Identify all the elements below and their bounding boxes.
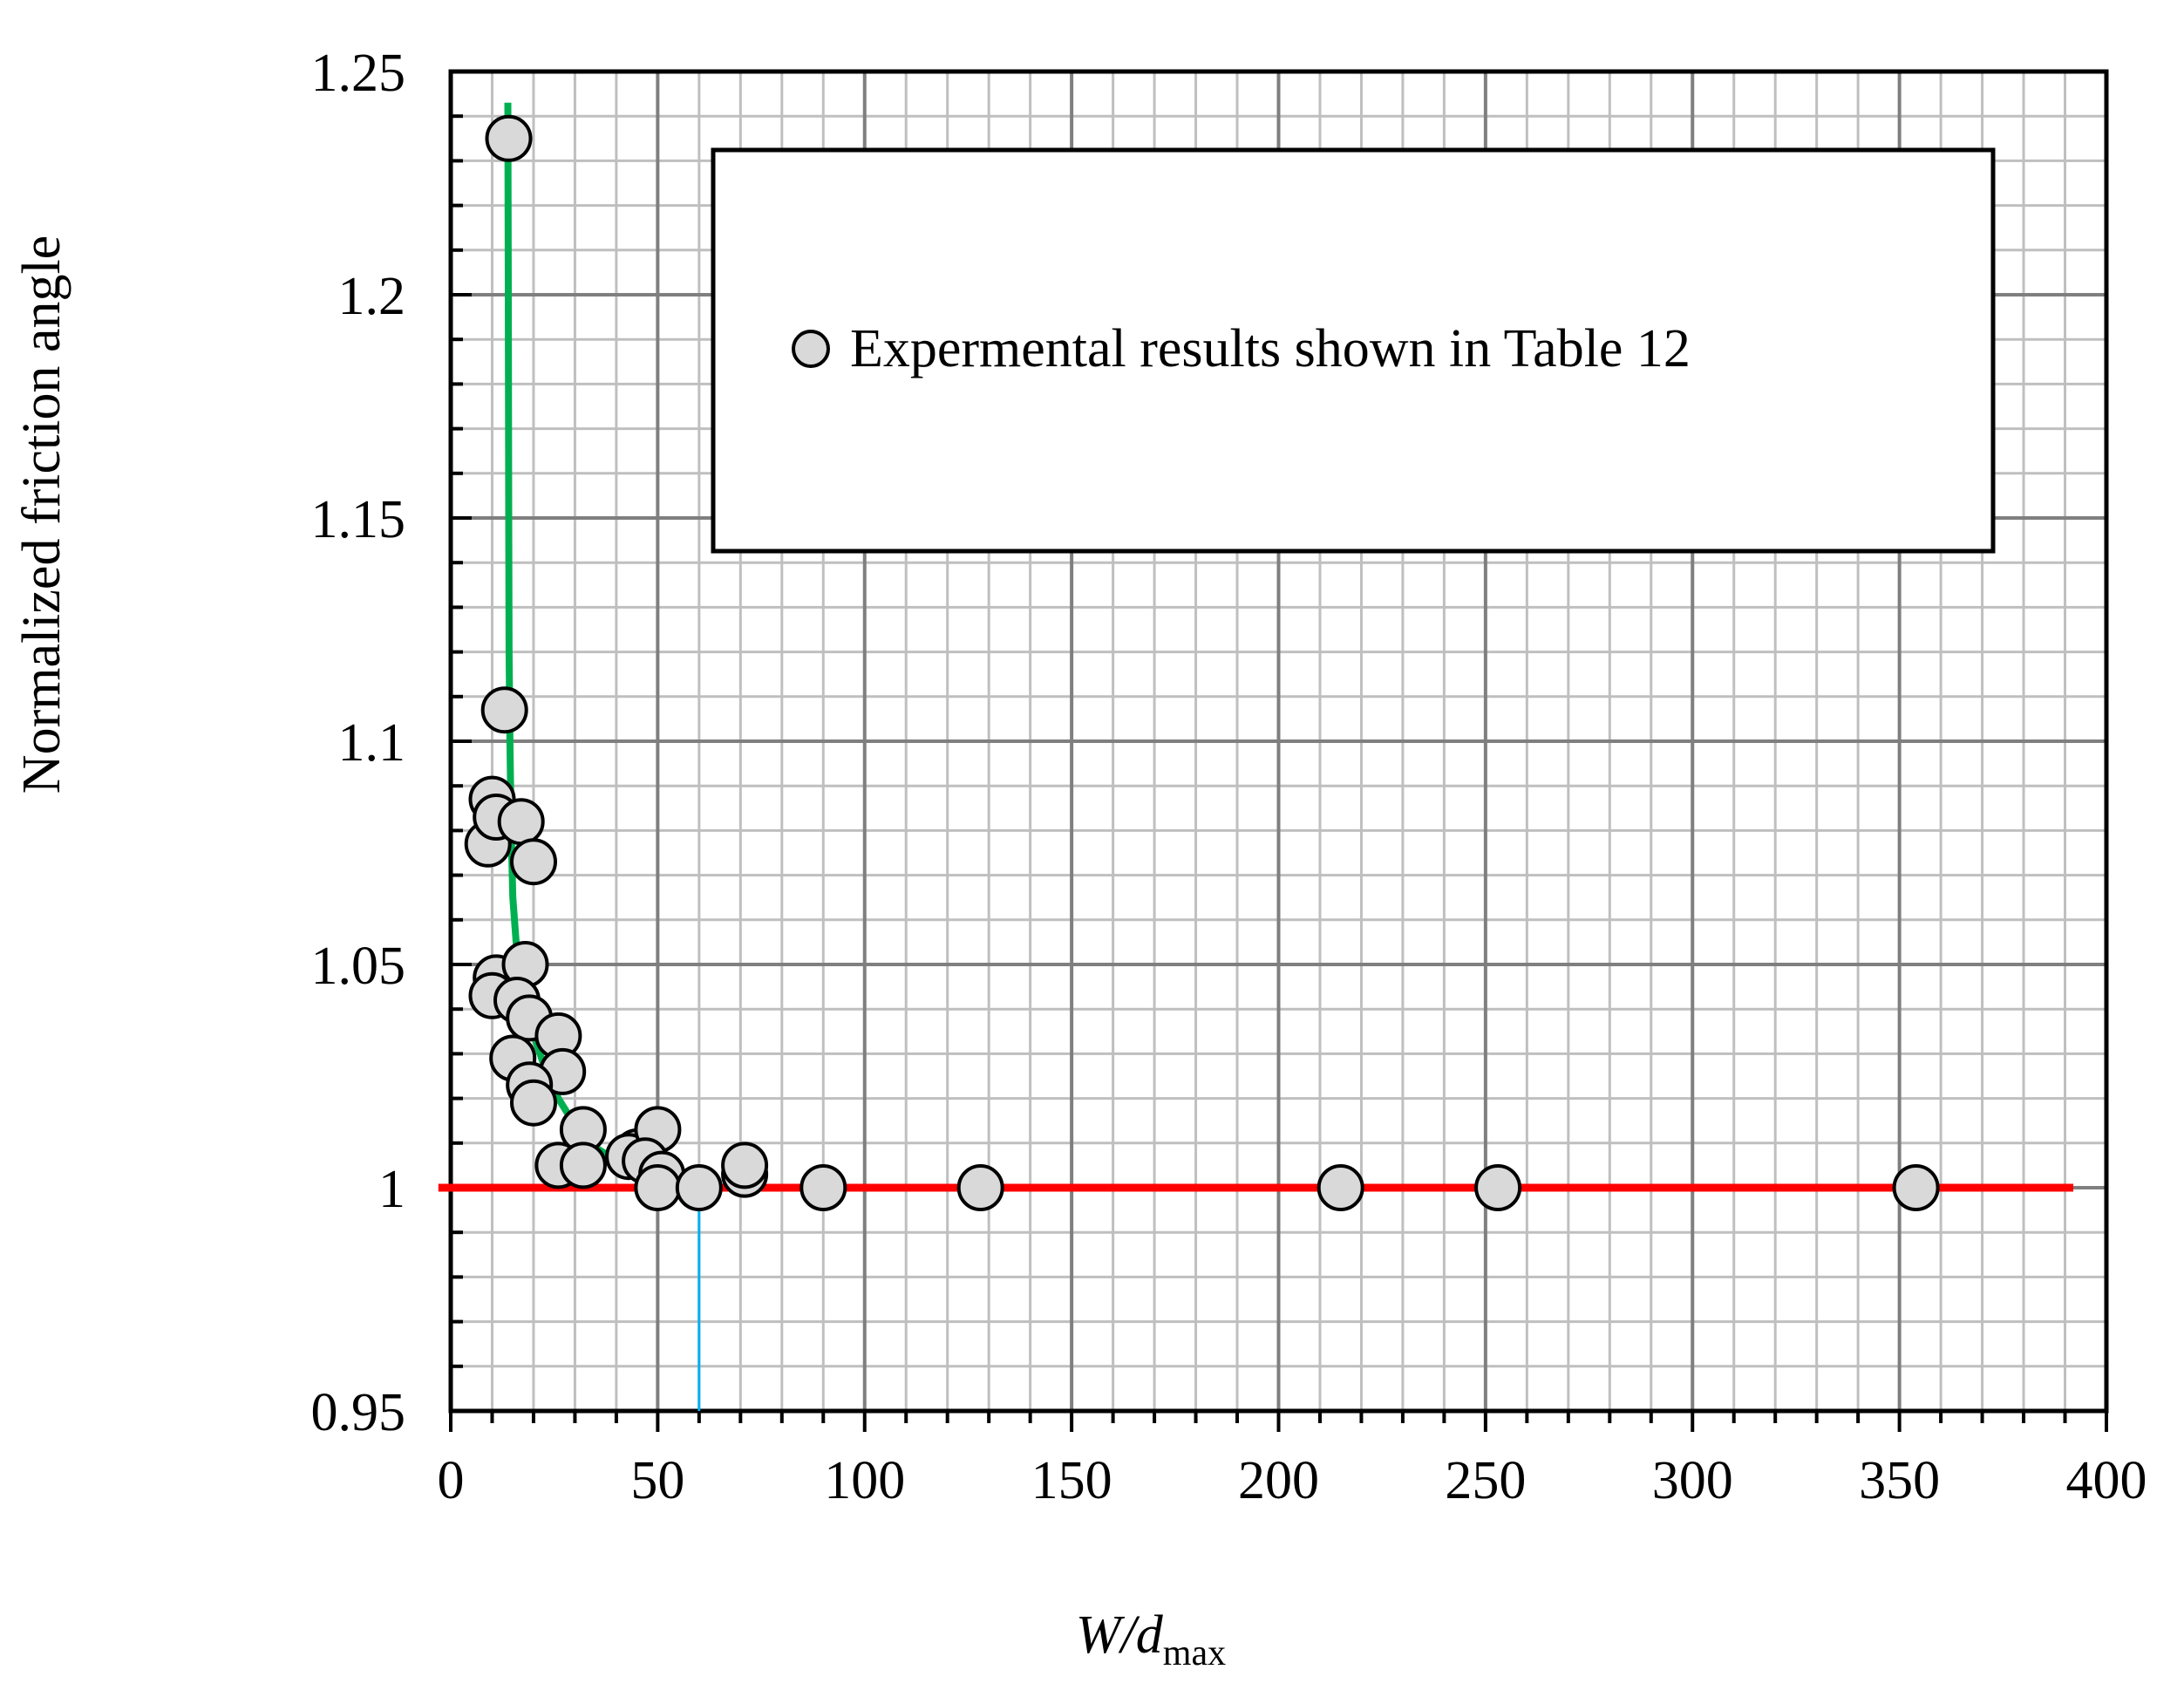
data-point bbox=[956, 1164, 1004, 1211]
tick-labels: 0 50 100 150 200 250 300 350 400 0.95 1 1.05 1.1 1.15… bbox=[311, 44, 2147, 1510]
x-tick-label: 100 bbox=[824, 1451, 905, 1510]
y-tick-label: 0.95 bbox=[311, 1383, 406, 1442]
y-tick-label: 1 bbox=[378, 1160, 405, 1219]
x-axis-title-main: W/d bbox=[1076, 1605, 1164, 1665]
data-point bbox=[799, 1164, 847, 1211]
x-tick-label: 400 bbox=[2066, 1451, 2147, 1510]
y-tick-label: 1.15 bbox=[311, 490, 406, 549]
data-points bbox=[464, 114, 1940, 1211]
legend-box bbox=[711, 147, 1996, 554]
x-tick-label: 150 bbox=[1031, 1451, 1112, 1510]
data-point bbox=[510, 1079, 557, 1127]
y-tick-label: 1.25 bbox=[311, 44, 406, 103]
y-tick-label: 1.2 bbox=[338, 267, 406, 326]
y-tick-label: 1.1 bbox=[338, 713, 406, 773]
x-tick-label: 0 bbox=[438, 1451, 465, 1510]
data-point bbox=[634, 1164, 682, 1211]
axes bbox=[448, 69, 2109, 1432]
data-point bbox=[480, 686, 528, 734]
legend: Expermental results shown in Table 12 bbox=[711, 147, 1996, 554]
x-tick-label: 200 bbox=[1238, 1451, 1319, 1510]
data-point bbox=[675, 1164, 723, 1211]
data-point bbox=[721, 1141, 769, 1189]
data-point bbox=[497, 798, 545, 846]
legend-label: Expermental results shown in Table 12 bbox=[850, 319, 1691, 378]
x-axis-title-subscript: max bbox=[1163, 1633, 1226, 1673]
y-tick-label: 1.05 bbox=[311, 937, 406, 996]
x-tick-label: 300 bbox=[1652, 1451, 1733, 1510]
data-point bbox=[1317, 1164, 1364, 1211]
x-tick-label: 350 bbox=[1859, 1451, 1940, 1510]
data-point bbox=[559, 1141, 607, 1189]
data-point bbox=[1892, 1164, 1940, 1211]
legend-marker bbox=[792, 330, 830, 368]
data-point bbox=[485, 114, 533, 162]
x-tick-label: 50 bbox=[630, 1451, 684, 1510]
data-point bbox=[510, 838, 557, 886]
x-axis-title: W/dmax bbox=[1076, 1605, 1226, 1673]
y-axis-title: Normalized friction angle bbox=[12, 235, 71, 794]
data-point bbox=[1474, 1164, 1522, 1211]
x-tick-label: 250 bbox=[1445, 1451, 1526, 1510]
